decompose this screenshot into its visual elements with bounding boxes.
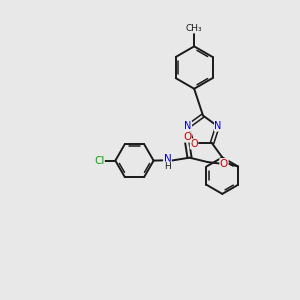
- Text: O: O: [220, 159, 228, 169]
- Text: N: N: [214, 121, 222, 131]
- Text: N: N: [164, 154, 171, 164]
- Text: CH₃: CH₃: [186, 24, 202, 33]
- Text: H: H: [164, 162, 171, 171]
- Text: O: O: [183, 132, 191, 142]
- Text: N: N: [184, 121, 191, 131]
- Text: Cl: Cl: [94, 156, 104, 166]
- Text: O: O: [190, 139, 198, 149]
